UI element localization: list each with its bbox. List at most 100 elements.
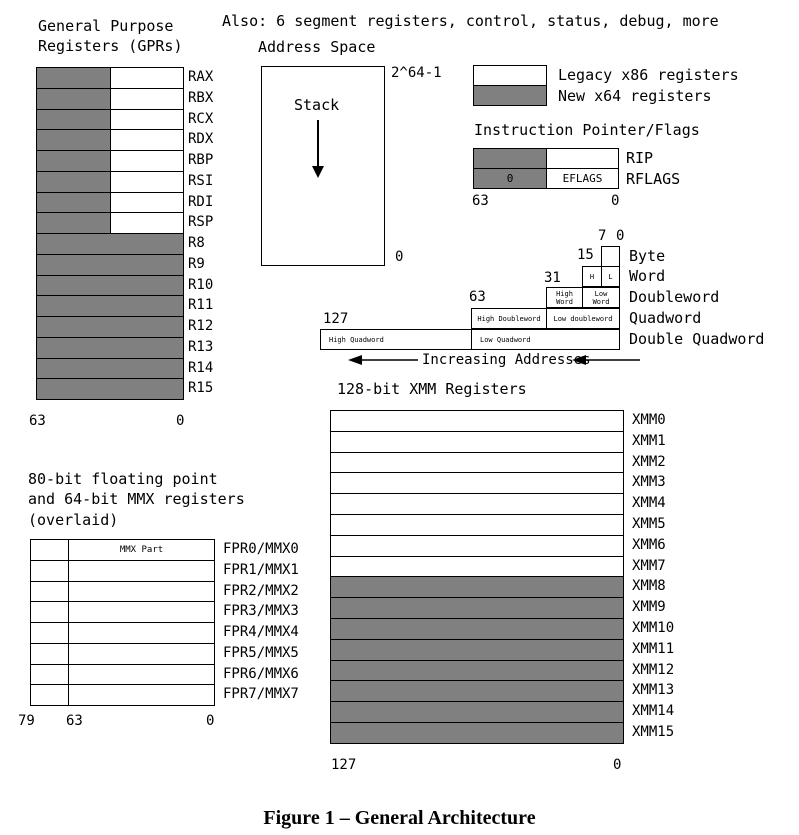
- fpr-row-exponent-1: [30, 559, 69, 582]
- xmm-row-xmm11: [330, 638, 624, 661]
- bit-15-label: 15: [577, 247, 594, 263]
- xmm-label-xmm6: XMM6: [632, 536, 666, 553]
- xmm-bit-low: 0: [613, 757, 622, 773]
- fpr-row-mmx-3: [68, 601, 215, 623]
- byte-label: Byte: [629, 247, 666, 265]
- fpr-row-mmx-5: [68, 642, 215, 665]
- bit-7-label: 7: [598, 228, 607, 244]
- rip-label: RIP: [626, 149, 654, 167]
- bit-31-label: 31: [544, 270, 561, 286]
- gpr-label-r8: R8: [188, 235, 205, 251]
- gpr-row-high-rax: [36, 67, 111, 89]
- gpr-label-rsp: RSP: [188, 214, 214, 231]
- xmm-row-xmm3: [330, 472, 624, 495]
- fpr-title-line3: (overlaid): [28, 511, 119, 529]
- fpr-row-exponent-4: [30, 622, 69, 644]
- legend-legacy-swatch: [473, 65, 547, 86]
- fpr-bit-63: 63: [66, 713, 83, 729]
- left-arrow-icon: [572, 355, 640, 365]
- gpr-row-low-rsi: [110, 170, 184, 193]
- fpr-row-mmx-7: [68, 684, 215, 706]
- fpr-row-exponent-7: [30, 684, 69, 706]
- xmm-label-xmm9: XMM9: [632, 599, 666, 616]
- xmm-label-xmm14: XMM14: [632, 703, 675, 720]
- eflags-label: EFLAGS: [562, 172, 603, 185]
- fpr-label-3: FPR3/MMX3: [223, 603, 299, 620]
- fpr-label-5: FPR5/MMX5: [223, 644, 299, 661]
- fpr-table: MMX Part: [30, 539, 215, 706]
- bit-127-label: 127: [323, 311, 349, 327]
- xmm-row-xmm10: [330, 618, 624, 640]
- byte-cell: [601, 246, 620, 267]
- gpr-row-low-rbx: [110, 87, 184, 110]
- xmm-title: 128-bit XMM Registers: [337, 380, 527, 398]
- gpr-bit-low: 0: [176, 413, 185, 429]
- fpr-labels: FPR0/MMX0 FPR1/MMX1 FPR2/MMX2 FPR3/MMX3 FPR4…: [223, 539, 323, 706]
- high-word-label-1: High: [556, 289, 573, 298]
- gpr-label-r10: R10: [188, 276, 214, 293]
- gpr-label-r11: R11: [188, 297, 214, 314]
- word-low-label: L: [608, 272, 613, 281]
- xmm-label-xmm13: XMM13: [632, 682, 675, 699]
- rip-low-half: [546, 148, 619, 169]
- xmm-label-xmm8: XMM8: [632, 578, 666, 595]
- quadword-low-cell: Low doubleword: [546, 308, 620, 329]
- gpr-row-r15: [36, 378, 184, 400]
- rflags-label: RFLAGS: [626, 170, 681, 188]
- fpr-row-exponent-3: [30, 601, 69, 623]
- gpr-row-r10: [36, 274, 184, 297]
- gpr-row-low-rbp: [110, 150, 184, 172]
- xmm-label-xmm10: XMM10: [632, 620, 675, 636]
- gpr-row-low-rcx: [110, 108, 184, 131]
- xmm-row-xmm4: [330, 493, 624, 515]
- gpr-row-r14: [36, 357, 184, 380]
- gpr-row-high-rsi: [36, 170, 111, 193]
- figure-caption: Figure 1 – General Architecture: [263, 807, 536, 829]
- gpr-table: [36, 67, 184, 400]
- gpr-label-r12: R12: [188, 318, 214, 334]
- fpr-row-mmx-0: MMX Part: [68, 539, 215, 561]
- address-space-box: [261, 66, 385, 266]
- xmm-labels: XMM0 XMM1 XMM2 XMM3 XMM4 XMM5 XMM6 XMM7 XMM8 XMM9…: [632, 410, 712, 743]
- low-quadword-label: Low Quadword: [480, 335, 531, 344]
- fpr-bit-79: 79: [18, 713, 35, 729]
- stack-label: Stack: [294, 96, 340, 114]
- high-word-label-2: Word: [556, 297, 573, 306]
- eflags-field: EFLAGS: [546, 168, 619, 189]
- xmm-row-xmm14: [330, 701, 624, 723]
- word-label: Word: [629, 267, 666, 285]
- xmm-bit-high: 127: [331, 757, 357, 773]
- gpr-label-rcx: RCX: [188, 110, 214, 127]
- stack-down-arrow-icon: [312, 120, 324, 178]
- legend-legacy-label: Legacy x86 registers: [558, 66, 739, 84]
- fpr-bit-0: 0: [206, 713, 215, 729]
- gpr-label-r9: R9: [188, 255, 205, 272]
- double-quadword-label: Double Quadword: [629, 330, 765, 348]
- fpr-label-6: FPR6/MMX6: [223, 665, 299, 682]
- rflags-zero: 0: [506, 172, 514, 185]
- xmm-row-xmm13: [330, 680, 624, 703]
- legend-new-swatch: [473, 85, 547, 106]
- xmm-label-xmm4: XMM4: [632, 495, 666, 512]
- gpr-label-rax: RAX: [188, 69, 214, 85]
- ip-flags-title: Instruction Pointer/Flags: [474, 121, 700, 139]
- xmm-table: [330, 410, 624, 744]
- dq-high-cell: High Quadword: [320, 329, 472, 350]
- low-word-label-1: Low: [594, 289, 608, 298]
- gpr-row-high-rbp: [36, 150, 111, 172]
- low-word-label-2: Word: [592, 297, 610, 306]
- gpr-row-high-rsp: [36, 212, 111, 234]
- gpr-bit-high: 63: [29, 413, 46, 429]
- gpr-title-line1: General Purpose: [38, 17, 174, 35]
- gpr-row-high-rdi: [36, 191, 111, 214]
- ip-bit-high: 63: [472, 193, 489, 209]
- doubleword-label: Doubleword: [629, 288, 720, 306]
- legend-new-label: New x64 registers: [558, 87, 712, 105]
- gpr-label-rdx: RDX: [188, 131, 214, 148]
- gpr-row-low-rdx: [110, 129, 184, 151]
- fpr-row-exponent-0: [30, 539, 69, 561]
- gpr-row-r12: [36, 316, 184, 338]
- xmm-row-xmm6: [330, 534, 624, 557]
- gpr-label-rbx: RBX: [188, 89, 214, 106]
- address-top-label: 2^64-1: [391, 65, 442, 81]
